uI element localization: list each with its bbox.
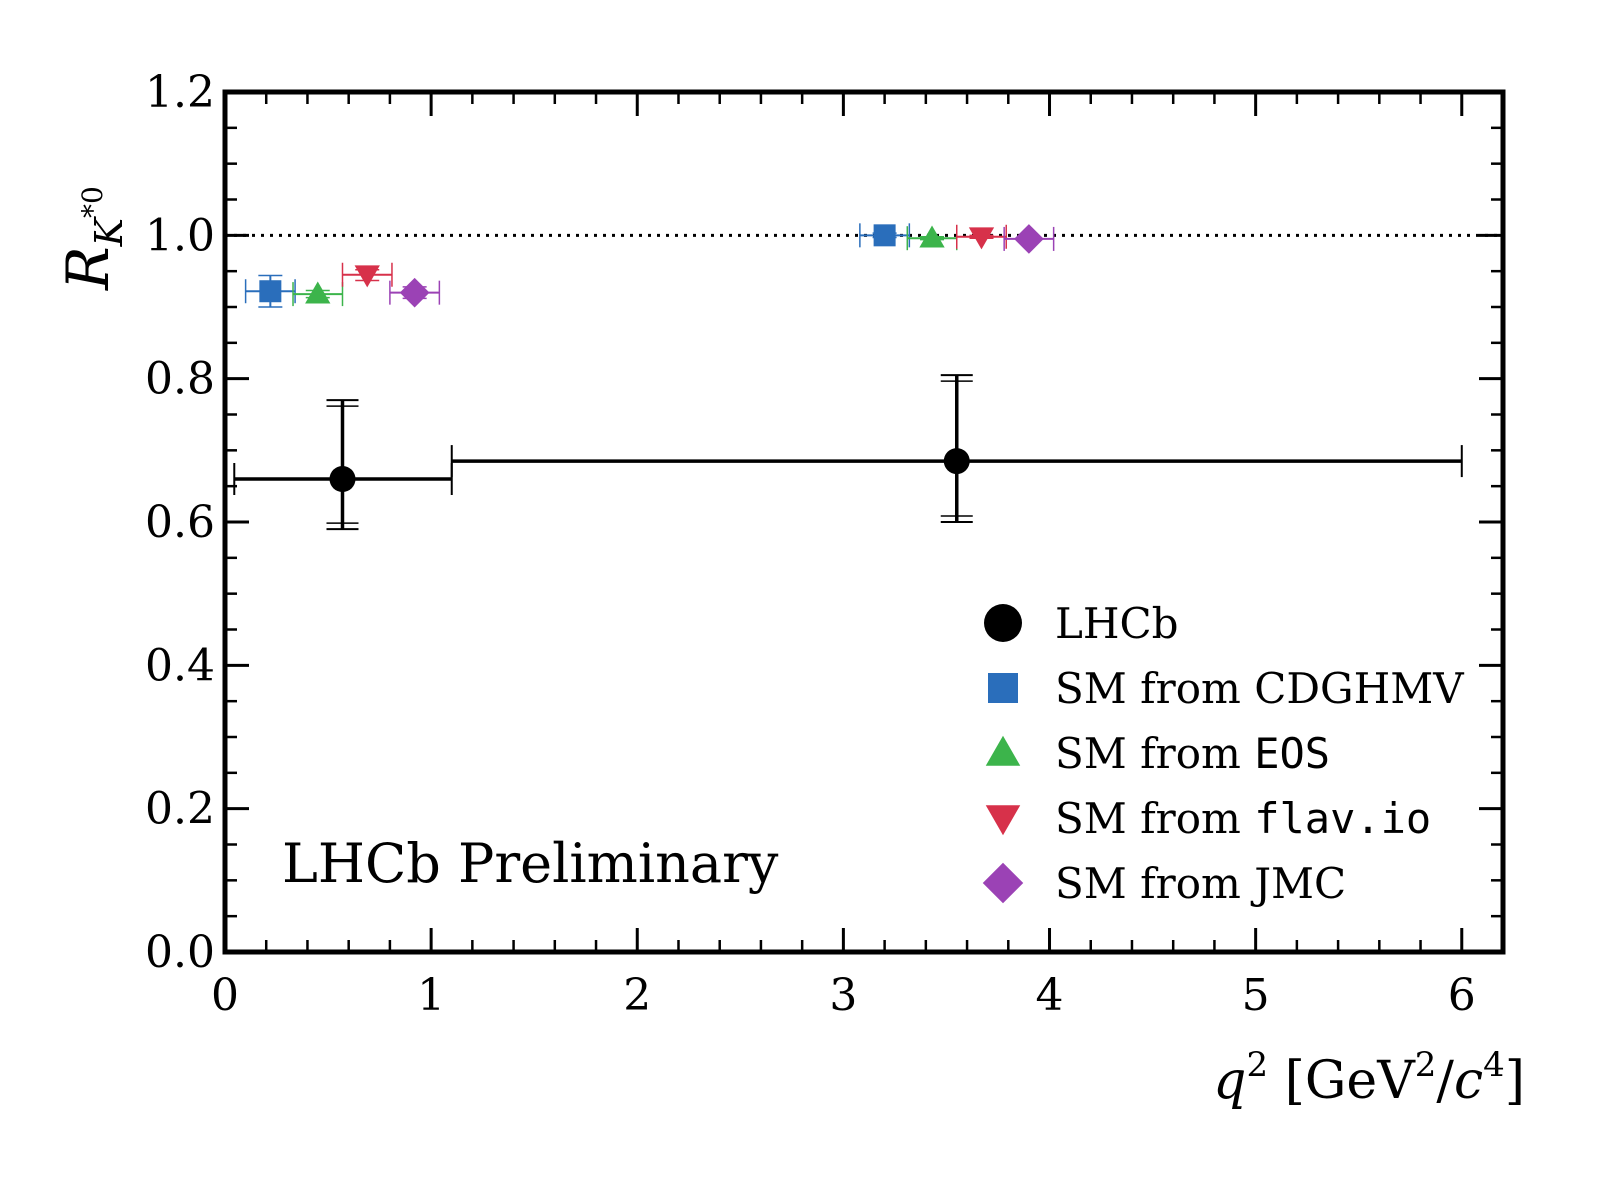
data-point	[329, 466, 356, 492]
data-point	[943, 448, 970, 475]
y-axis-sub: K	[87, 215, 131, 247]
legend-label-source: flav.io	[1254, 794, 1431, 843]
data-point	[873, 224, 896, 247]
legend-label: SM from flav.io	[1055, 794, 1431, 843]
legend-label-source: JMC	[1250, 859, 1346, 908]
lhcb-preliminary-annotation: LHCb Preliminary	[282, 832, 779, 895]
y-tick-label: 1.0	[145, 210, 215, 261]
x-tick-label: 4	[1036, 970, 1064, 1021]
x-axis-title: q2 [GeV2/c4]	[1213, 1045, 1525, 1111]
y-tick-label: 0.0	[145, 927, 215, 978]
data-point	[919, 225, 945, 248]
y-tick-label: 0.2	[145, 784, 215, 835]
x-tick-label: 0	[211, 970, 239, 1021]
x-axis-unit-sup2: 4	[1483, 1045, 1505, 1085]
legend-label-source: CDGHMV	[1254, 664, 1464, 713]
legend-label: SM from CDGHMV	[1055, 664, 1464, 713]
y-tick-labels: 0.0 0.2 0.4 0.6 0.8 1.0 1.2	[145, 67, 215, 978]
legend-label-prefix: SM from	[1055, 729, 1254, 778]
series-1	[244, 223, 911, 308]
data-series-group	[233, 223, 1463, 531]
legend-marker	[985, 805, 1021, 836]
legend-label-source: EOS	[1254, 729, 1330, 778]
x-axis-unit-open: [GeV	[1268, 1051, 1416, 1111]
legend-label: SM from EOS	[1055, 729, 1330, 778]
series-3	[341, 224, 1007, 288]
x-tick-label: 3	[829, 970, 857, 1021]
y-tick-label: 0.4	[145, 640, 215, 691]
data-point	[259, 280, 282, 303]
x-axis-var: q	[1213, 1051, 1246, 1111]
y-tick-label: 0.6	[145, 497, 215, 548]
data-point	[305, 281, 331, 304]
legend-label-prefix: SM from	[1055, 859, 1254, 908]
legend-label: SM from JMC	[1055, 859, 1346, 908]
x-tick-label: 5	[1242, 970, 1270, 1021]
y-tick-label: 0.8	[145, 354, 215, 405]
x-tick-label: 2	[623, 970, 651, 1021]
legend-label-prefix: SM from	[1055, 794, 1254, 843]
x-axis-var-sup: 2	[1246, 1045, 1268, 1085]
series-0	[233, 374, 1463, 531]
x-axis-unit-sup1: 2	[1415, 1045, 1437, 1085]
plot-frame	[222, 89, 1506, 955]
legend-marker	[988, 673, 1018, 703]
data-point	[399, 277, 430, 308]
data-point	[968, 227, 995, 250]
series-4	[389, 224, 1055, 308]
legend-marker	[982, 862, 1024, 904]
legend-marker	[984, 604, 1022, 642]
x-tick-labels: 0 1 2 3 4 5 6	[211, 970, 1476, 1021]
x-axis-unit-close: ]	[1505, 1051, 1525, 1111]
y-tick-label: 1.2	[145, 67, 215, 118]
y-axis-main: R	[54, 246, 122, 291]
x-axis-unit-mid: /	[1436, 1051, 1454, 1111]
series-2	[292, 225, 958, 307]
legend-marker	[985, 735, 1021, 766]
y-axis-title: RK*0	[54, 186, 131, 291]
data-point	[1014, 224, 1044, 254]
data-point	[354, 265, 380, 288]
y-axis-subsup: *0	[76, 186, 109, 218]
x-axis-unit-var: c	[1454, 1051, 1483, 1111]
legend-label-prefix: SM from	[1055, 664, 1254, 713]
x-tick-label: 6	[1448, 970, 1476, 1021]
legend-label: LHCb	[1055, 599, 1179, 648]
x-tick-label: 1	[417, 970, 445, 1021]
